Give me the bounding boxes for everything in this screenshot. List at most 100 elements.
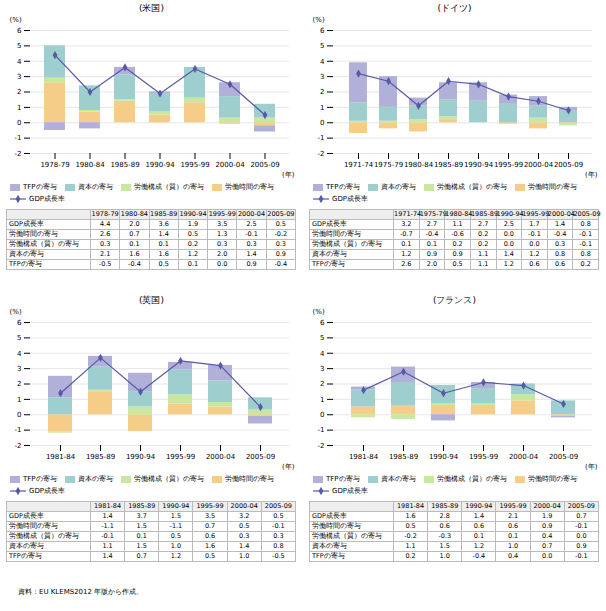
svg-text:-2: -2 (15, 442, 22, 450)
svg-text:(年): (年) (282, 171, 295, 179)
html-text:(ドイツ): (ドイツ) (437, 3, 472, 13)
svg-text:5: 5 (320, 42, 324, 50)
svg-text:-1: -1 (318, 134, 325, 142)
html-text:労働時間の寄与: 労働時間の寄与 (9, 230, 58, 238)
svg-text:1: 1 (320, 396, 324, 404)
svg-text:6: 6 (17, 319, 22, 327)
svg-text:2: 2 (320, 88, 324, 96)
html-text:-0.2: -0.2 (274, 230, 288, 238)
html-text:0.1: 0.1 (129, 240, 140, 248)
svg-text:-2: -2 (318, 150, 325, 158)
html-text:3.6: 3.6 (158, 220, 169, 228)
svg-text:2005-09: 2005-09 (250, 161, 279, 169)
html-text:1978-79 1980-84 1985-89 1990-9: 1978-79 1980-84 1985-89 1990-94 1995-99 … (91, 210, 295, 218)
svg-text:(%): (%) (313, 308, 325, 316)
svg-text:(%): (%) (313, 16, 325, 24)
svg-text:2: 2 (17, 88, 21, 96)
html-text:GDP成長率: GDP成長率 (29, 195, 65, 203)
svg-text:2: 2 (17, 380, 21, 388)
svg-text:4: 4 (17, 57, 22, 65)
svg-text:1995-99: 1995-99 (166, 453, 195, 461)
svg-text:2000-04: 2000-04 (215, 161, 245, 169)
svg-text:3: 3 (320, 73, 324, 81)
svg-text:1985-89: 1985-89 (110, 161, 139, 169)
svg-text:2000-04: 2000-04 (206, 453, 236, 461)
svg-text:1971-74: 1971-74 (344, 161, 374, 169)
svg-text:1980-84: 1980-84 (75, 161, 105, 169)
html-text:TFPの寄与: TFPの寄与 (23, 183, 57, 191)
html-text:2.6: 2.6 (100, 230, 111, 238)
svg-text:-1: -1 (15, 134, 22, 142)
svg-text:2005-09: 2005-09 (549, 453, 578, 461)
svg-text:0: 0 (17, 411, 21, 419)
svg-text:3: 3 (17, 73, 21, 81)
svg-text:1990-94: 1990-94 (464, 161, 494, 169)
html-text:3.5: 3.5 (217, 220, 228, 228)
html-text:0.3: 0.3 (100, 240, 111, 248)
svg-text:4: 4 (17, 349, 22, 357)
svg-text:1975-79: 1975-79 (374, 161, 403, 169)
svg-text:0: 0 (320, 119, 324, 127)
html-text:1.3: 1.3 (217, 230, 228, 238)
svg-text:1985-89: 1985-89 (389, 453, 418, 461)
html-text:1.4: 1.4 (158, 230, 169, 238)
html-text:0.7: 0.7 (129, 230, 140, 238)
svg-text:(%): (%) (10, 308, 22, 316)
html-text:1.9: 1.9 (187, 220, 199, 228)
svg-text:0: 0 (320, 411, 324, 419)
svg-text:1985-89: 1985-89 (86, 453, 115, 461)
html-text:労働構成（質）の寄与: 労働構成（質）の寄与 (9, 240, 79, 248)
svg-text:1990-94: 1990-94 (145, 161, 175, 169)
html-text:GDP成長率: GDP成長率 (9, 220, 44, 228)
html-text:資本の寄与: 資本の寄与 (77, 183, 113, 191)
svg-text:5: 5 (320, 334, 324, 342)
svg-text:2000-04: 2000-04 (524, 161, 554, 169)
svg-text:2: 2 (320, 380, 324, 388)
svg-text:6: 6 (320, 27, 325, 35)
svg-text:-2: -2 (318, 442, 325, 450)
svg-text:1978-79: 1978-79 (40, 161, 69, 169)
svg-text:6: 6 (17, 27, 22, 35)
html-text:(英国): (英国) (139, 295, 164, 305)
svg-text:1985-89: 1985-89 (434, 161, 463, 169)
svg-text:(%): (%) (10, 16, 22, 24)
html-text:(フランス): (フランス) (433, 295, 476, 305)
svg-text:2000-04: 2000-04 (509, 453, 539, 461)
svg-text:1: 1 (320, 104, 324, 112)
svg-text:(年): (年) (585, 171, 598, 179)
svg-text:1: 1 (17, 104, 21, 112)
svg-text:3: 3 (17, 365, 21, 373)
svg-text:(年): (年) (585, 463, 598, 471)
svg-text:1: 1 (17, 396, 21, 404)
svg-text:1995-99: 1995-99 (180, 161, 209, 169)
svg-text:-1: -1 (318, 426, 325, 434)
svg-text:1990-94: 1990-94 (429, 453, 459, 461)
html-text:(米国): (米国) (139, 3, 164, 13)
html-text:-0.1: -0.1 (245, 230, 258, 238)
html-text:0.5: 0.5 (187, 230, 199, 238)
svg-text:-1: -1 (15, 426, 22, 434)
html-text:労働時間の寄与: 労働時間の寄与 (224, 183, 274, 191)
svg-text:2005-09: 2005-09 (246, 453, 275, 461)
svg-text:1995-99: 1995-99 (494, 161, 523, 169)
svg-text:1995-99: 1995-99 (469, 453, 498, 461)
html-text:2.5: 2.5 (246, 220, 257, 228)
html-text:2.0: 2.0 (129, 220, 140, 228)
html-text:0.5: 0.5 (275, 220, 286, 228)
svg-text:1981-84: 1981-84 (349, 453, 379, 461)
svg-text:4: 4 (320, 349, 325, 357)
html-text:4.4: 4.4 (100, 220, 111, 228)
svg-text:6: 6 (320, 319, 325, 327)
svg-text:4: 4 (320, 57, 325, 65)
svg-text:0: 0 (17, 119, 21, 127)
svg-text:5: 5 (17, 334, 21, 342)
svg-text:-2: -2 (15, 150, 22, 158)
svg-text:1981-84: 1981-84 (46, 453, 76, 461)
svg-text:1990-94: 1990-94 (126, 453, 156, 461)
svg-text:(年): (年) (282, 463, 295, 471)
svg-text:2005-09: 2005-09 (554, 161, 583, 169)
svg-text:5: 5 (17, 42, 21, 50)
svg-text:1980-84: 1980-84 (404, 161, 434, 169)
svg-text:3: 3 (320, 365, 324, 373)
html-text:労働構成（質）の寄与: 労働構成（質）の寄与 (133, 183, 204, 191)
